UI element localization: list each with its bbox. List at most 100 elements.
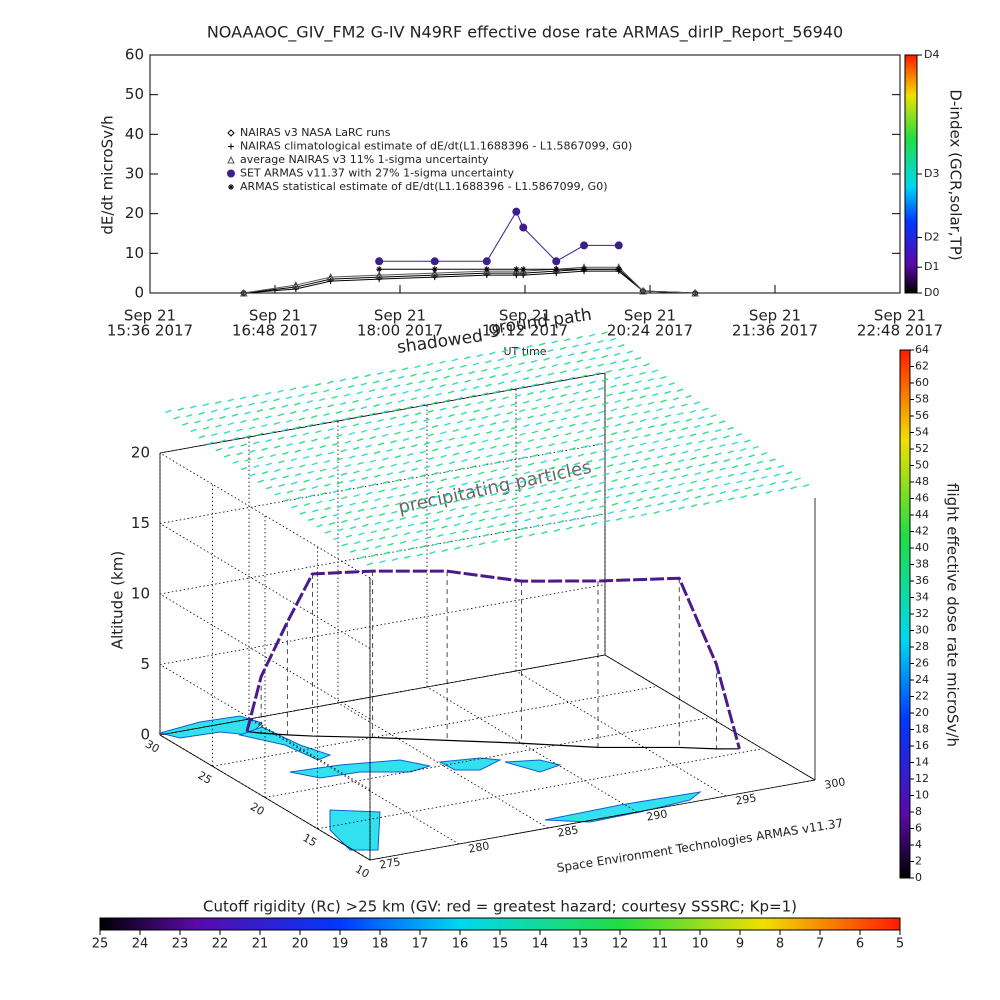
particle-dash xyxy=(468,394,476,398)
particle-dash xyxy=(536,445,543,449)
particle-dash xyxy=(387,542,394,547)
colorbar-tick-label: 60 xyxy=(915,376,929,389)
particle-dash xyxy=(515,464,522,469)
particle-dash xyxy=(349,478,356,483)
particle-dash xyxy=(273,421,280,426)
particle-dash xyxy=(577,429,584,434)
particle-dash xyxy=(503,490,510,494)
z-axis-label: Altitude (km) xyxy=(109,551,127,649)
particle-dash xyxy=(528,486,535,490)
particle-dash xyxy=(636,498,644,502)
colorbar-tick-label: D1 xyxy=(924,260,939,273)
particle-dash xyxy=(468,370,476,375)
particle-dash xyxy=(498,452,506,456)
particle-dash xyxy=(324,530,332,534)
particle-dash xyxy=(285,395,293,400)
particle-dash xyxy=(447,390,455,394)
colorbar-tick-label: 24 xyxy=(915,673,929,686)
particle-dash xyxy=(311,462,318,466)
particle-dash xyxy=(715,475,722,480)
particle-dash xyxy=(564,361,571,365)
particle-dash xyxy=(485,360,492,364)
particle-dash xyxy=(248,402,255,406)
particle-dash xyxy=(265,415,272,419)
particle-dash xyxy=(290,481,298,485)
marker xyxy=(430,257,439,266)
colorbar-tick-label: 56 xyxy=(915,409,929,422)
marker xyxy=(227,155,235,164)
particle-dash xyxy=(735,456,743,460)
particle-dash xyxy=(523,424,530,428)
colorbar-tick-label: 18 xyxy=(372,937,389,952)
grid-line xyxy=(159,593,371,720)
particle-dash xyxy=(481,368,488,373)
particle-dash xyxy=(457,490,464,495)
particle-dash xyxy=(623,429,630,433)
particle-dash xyxy=(485,407,493,411)
colorbar-tick-label: D3 xyxy=(924,167,939,180)
particle-dash xyxy=(445,493,452,497)
particle-dash xyxy=(669,476,677,480)
y-tick-label: 30 xyxy=(125,165,144,183)
particle-dash xyxy=(390,440,397,444)
particle-dash xyxy=(227,398,234,402)
particle-dash xyxy=(389,392,397,397)
particle-dash xyxy=(660,446,668,450)
particle-dash xyxy=(449,484,456,488)
particle-dash xyxy=(660,422,668,427)
particle-dash xyxy=(507,481,514,486)
particle-dash xyxy=(401,367,409,371)
particle-dash xyxy=(714,428,722,433)
particle-dash xyxy=(740,447,747,452)
particle-dash xyxy=(436,463,443,467)
particle-dash xyxy=(644,504,652,508)
x-tick-label: 16:48 2017 xyxy=(232,322,318,340)
marker xyxy=(512,207,521,216)
particle-dash xyxy=(397,375,405,380)
particle-dash xyxy=(244,458,252,462)
particle-dash xyxy=(652,463,660,467)
particle-dash xyxy=(478,471,485,475)
particle-dash xyxy=(427,456,435,461)
particle-dash xyxy=(327,427,335,432)
particle-dash xyxy=(585,389,592,393)
particle-dash xyxy=(603,519,610,524)
particle-dash xyxy=(556,402,563,406)
particle-dash xyxy=(548,419,555,423)
particle-dash xyxy=(640,512,648,517)
particle-dash xyxy=(235,404,243,409)
particle-dash xyxy=(239,396,247,400)
particle-dash xyxy=(682,474,689,478)
particle-dash xyxy=(374,545,382,549)
particle-dash xyxy=(624,500,631,504)
particle-dash xyxy=(256,409,264,413)
particle-dash xyxy=(327,451,335,455)
y-axis-label: dE/dt microSv/h xyxy=(99,115,117,234)
particle-dash xyxy=(615,470,622,474)
particle-dash xyxy=(790,486,797,490)
particle-dash xyxy=(527,391,534,396)
particle-dash xyxy=(448,413,455,418)
particle-dash xyxy=(494,460,502,464)
marker xyxy=(431,274,438,281)
particle-dash xyxy=(310,415,318,419)
particle-dash xyxy=(569,423,576,427)
particle-dash xyxy=(534,351,542,355)
particle-dash xyxy=(723,482,731,486)
particle-dash xyxy=(236,428,243,432)
particle-dash xyxy=(448,437,455,441)
particle-dash xyxy=(653,510,660,515)
particle-dash xyxy=(312,509,319,513)
particle-dash xyxy=(682,497,689,501)
marker xyxy=(482,257,491,266)
marker xyxy=(483,266,490,273)
particle-dash xyxy=(510,402,518,407)
particle-dash xyxy=(782,479,789,484)
particle-dash xyxy=(510,426,518,430)
particle-dash xyxy=(215,447,223,452)
particle-dash xyxy=(432,471,439,476)
particle-dash xyxy=(228,445,235,449)
colorbar-tick-label: 5 xyxy=(896,937,904,952)
y-tick-label: 50 xyxy=(125,85,144,103)
particle-dash xyxy=(416,506,423,510)
